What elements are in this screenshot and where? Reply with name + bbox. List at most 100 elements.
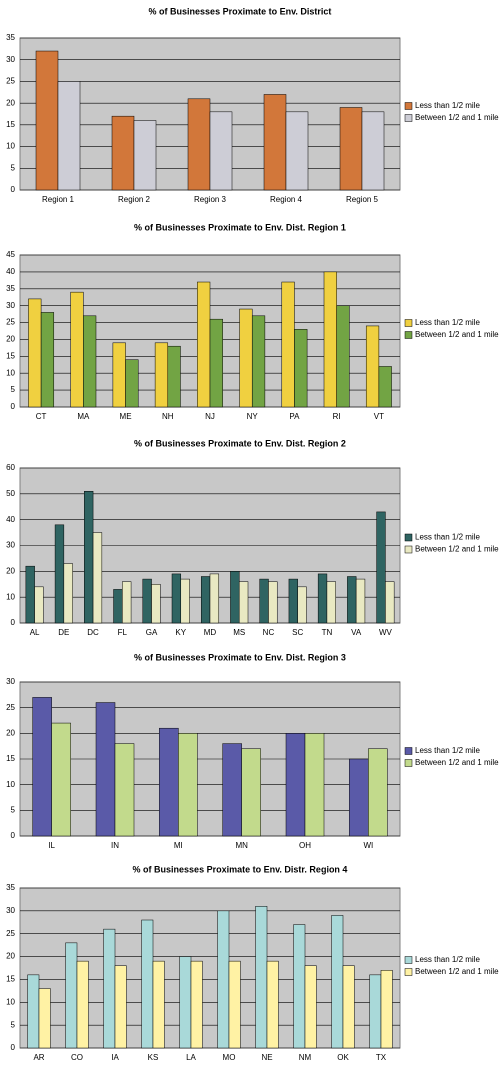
y-tick-label: 35 [6,33,15,42]
x-tick-label: NJ [205,412,215,421]
bar [63,563,73,624]
x-tick-label: NY [247,412,259,421]
bar [32,697,52,837]
x-tick-label: DC [87,628,99,637]
y-tick-label: 45 [6,250,15,259]
x-tick-label: LA [186,1053,196,1062]
bar [209,111,233,191]
x-tick-label: MI [174,841,183,850]
bar [151,584,161,624]
bar [95,702,116,837]
bar [326,581,336,624]
y-tick-label: 40 [6,515,15,524]
bar [378,366,392,408]
bar [294,329,308,408]
bar [28,298,42,408]
legend-label: Between 1/2 and 1 mile [415,545,499,554]
legend-label: Less than 1/2 mile [415,101,480,110]
x-tick-label: AR [33,1053,44,1062]
bar [76,960,89,1049]
y-tick-label: 15 [6,975,15,984]
x-tick-label: CO [71,1053,83,1062]
legend-swatch [404,956,413,964]
x-tick-label: OH [299,841,311,850]
bar [385,581,395,624]
legend-swatch [404,331,413,339]
x-tick-label: MN [235,841,248,850]
legend-swatch [404,545,413,554]
legend-label: Less than 1/2 mile [415,955,480,964]
bar [209,318,223,408]
y-tick-label: 25 [6,77,15,86]
x-tick-label: OK [337,1053,349,1062]
bar [336,305,350,408]
chart-title: % of Businesses Proximate to Env. Distri… [149,6,332,16]
bar [222,743,242,837]
x-tick-label: VA [351,628,362,637]
bar [190,960,203,1049]
x-tick-label: Region 2 [118,195,151,204]
y-tick-label: 20 [6,728,15,737]
y-tick-label: 20 [6,335,15,344]
x-tick-label: CT [36,412,47,421]
legend-swatch [404,114,413,122]
bar [103,928,116,1049]
bar [142,578,152,624]
y-tick-label: 30 [6,301,15,310]
bar [154,342,169,408]
legend-swatch [404,968,413,976]
chart-title: % of Businesses Proximate to Env. Dist. … [134,652,346,662]
bar [167,345,181,408]
bar [323,271,337,408]
legend-swatch [404,319,413,327]
y-tick-label: 0 [11,185,16,194]
bar [152,960,165,1049]
bar [178,733,198,837]
y-tick-label: 10 [6,997,15,1006]
bar [259,578,269,624]
bar [349,758,369,837]
x-tick-label: Region 3 [194,195,227,204]
y-tick-label: 10 [6,142,15,151]
bar [228,960,241,1049]
bar [380,970,393,1049]
bar [304,733,325,837]
y-tick-label: 5 [11,163,16,172]
bar [297,586,307,624]
x-tick-label: IA [111,1053,119,1062]
bar [266,960,279,1049]
bar [113,589,123,624]
legend-label: Between 1/2 and 1 mile [415,113,499,122]
x-tick-label: TN [322,628,333,637]
bar [180,578,190,624]
x-tick-label: TX [376,1053,387,1062]
y-tick-label: 30 [6,677,15,686]
bar [288,578,298,624]
y-tick-label: 0 [11,618,16,627]
bar [112,342,126,408]
legend-swatch [404,533,413,542]
y-tick-label: 15 [6,351,15,360]
y-tick-label: 50 [6,489,15,498]
bar [347,576,357,624]
bar [141,919,154,1049]
bar [369,974,382,1049]
x-tick-label: WV [379,628,393,637]
bar [125,359,139,408]
chart-title: % of Businesses Proximate to Env. Dist. … [134,222,346,232]
bar [187,98,211,191]
x-tick-label: MD [204,628,217,637]
chart-title: % of Businesses Proximate to Env. Distr.… [133,864,348,874]
y-tick-label: 30 [6,55,15,64]
bar [209,573,220,624]
bar [197,281,211,408]
bar [365,325,380,408]
x-tick-label: IL [48,841,55,850]
bar [34,586,44,624]
y-tick-label: 35 [6,284,15,293]
chart-title: % of Businesses Proximate to Env. Dist. … [134,438,346,448]
x-tick-label: NE [261,1053,272,1062]
bar [83,315,97,408]
y-tick-label: 15 [6,754,15,763]
y-tick-label: 25 [6,703,15,712]
